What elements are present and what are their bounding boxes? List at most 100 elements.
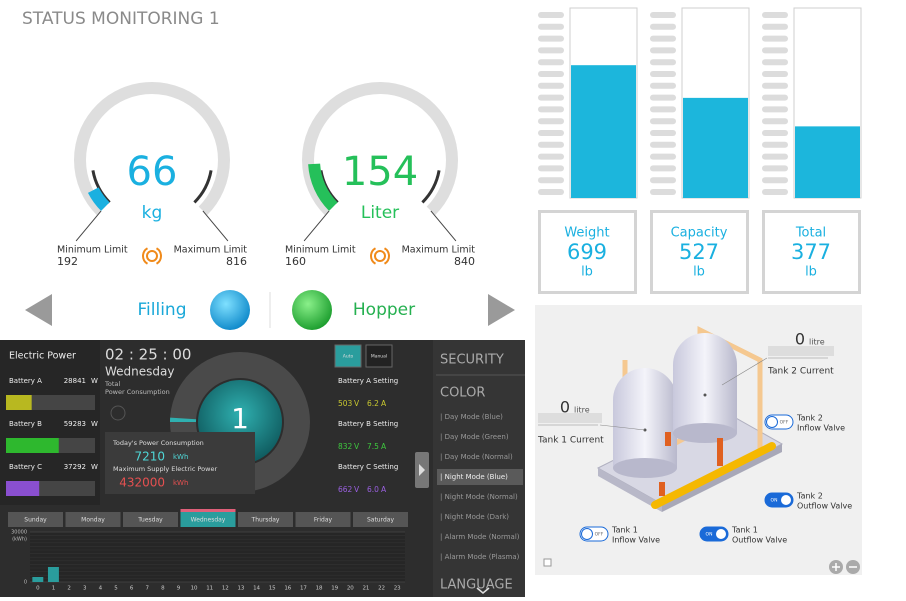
decoration [762,24,788,30]
setting-name: Battery A Setting [338,377,398,385]
menu-item-label: | Alarm Mode (Plasma) [440,553,520,561]
y-tick-label: 0 [24,580,27,586]
decoration [538,83,564,89]
tank-current-value: 0 [560,398,570,417]
valve-label: Tank 1 [731,526,758,535]
tank-unit: lb [805,265,817,280]
tank-name: Weight [564,226,609,241]
valve-state: OFF [595,532,604,538]
filling-label: Filling [138,300,187,320]
filling-indicator [210,290,250,330]
battery-unit: W [91,463,98,471]
decoration [650,36,676,42]
x-tick-label: 20 [347,586,354,592]
max-value: 432000 [119,476,165,490]
decoration [762,118,788,124]
valve-label: Inflow Valve [612,536,660,545]
x-tick-label: 18 [316,586,323,592]
x-tick-label: 11 [206,586,213,592]
today-label: Today's Power Consumption [112,439,204,447]
x-tick-label: 10 [191,586,198,592]
decoration [538,118,564,124]
decoration [762,59,788,65]
max-limit-label: Maximum Limit [174,245,248,256]
decoration [650,95,676,101]
min-limit-value: 160 [285,255,306,268]
valve-label: Outflow Valve [797,502,852,511]
decoration [538,12,564,18]
gauge-unit: Liter [361,203,399,223]
decoration [538,130,564,136]
tank-current-unit: litre [574,406,590,415]
x-tick-label: 5 [114,586,118,592]
setting-name: Battery B Setting [338,420,398,428]
decoration [716,529,727,540]
x-tick-label: 12 [222,586,229,592]
mode-label: Auto [343,354,354,360]
decoration [538,47,564,53]
decoration [650,12,676,18]
valve-label: Outflow Valve [732,536,787,545]
total-label: Total [104,380,120,388]
x-tick-label: 2 [67,586,71,592]
tank-value: 699 [567,240,607,264]
gauge-value: 66 [127,149,178,195]
decoration [762,12,788,18]
max-limit-label: Maximum Limit [402,245,476,256]
tank-unit: lb [581,265,593,280]
decoration [538,413,602,423]
setting-current: 6.2 [367,399,379,408]
tank-level [571,65,636,198]
gauge-value: 154 [342,149,418,195]
menu-heading: COLOR [440,386,485,401]
day-tab-label: Saturday [367,517,394,524]
decoration [650,59,676,65]
day-tab-label: Monday [81,517,105,524]
battery-name: Battery B [9,420,42,428]
x-tick-label: 14 [253,586,260,592]
day-tab-label: Friday [314,517,333,524]
panel-title: STATUS MONITORING 1 [22,9,220,29]
weekday: Wednesday [105,365,174,379]
max-label: Maximum Supply Electric Power [113,465,217,473]
decoration [762,36,788,42]
tank-current-label: Tank 2 Current [767,367,834,377]
total-label: Power Consumption [105,388,170,396]
battery-unit: W [91,377,98,385]
decoration [767,417,778,428]
decoration [650,142,676,148]
battery-name: Battery C [9,463,42,471]
battery-bar [6,395,32,410]
valve-label: Tank 1 [611,526,638,535]
valve-label: Inflow Valve [797,424,845,433]
decoration [659,482,665,496]
decoration [650,177,676,183]
x-tick-label: 6 [130,586,134,592]
battery-name: Battery A [9,377,42,385]
decoration [650,189,676,195]
x-tick-label: 3 [83,586,87,592]
battery-bar [6,481,39,496]
decoration [613,458,677,478]
setting-current-unit: A [381,485,387,494]
decoration [704,394,707,397]
tank-current-value: 0 [795,330,805,349]
min-limit-label: Minimum Limit [57,245,128,256]
decoration [781,495,792,506]
x-tick-label: 23 [394,586,401,592]
menu-item-label: | Night Mode (Blue) [440,473,508,481]
x-tick-label: 8 [161,586,165,592]
decoration [717,452,723,466]
decoration [762,71,788,77]
valve-label: Tank 2 [796,414,823,423]
day-tab-label: Thursday [251,517,280,524]
battery-bar [6,438,59,453]
battery-value: 59283 [64,420,86,428]
valve-state: OFF [780,420,789,426]
decoration [762,142,788,148]
hour-bar [32,577,43,582]
hour-bar [48,567,59,582]
decoration [538,36,564,42]
max-unit: kWh [173,479,188,487]
battery-unit: W [91,420,98,428]
